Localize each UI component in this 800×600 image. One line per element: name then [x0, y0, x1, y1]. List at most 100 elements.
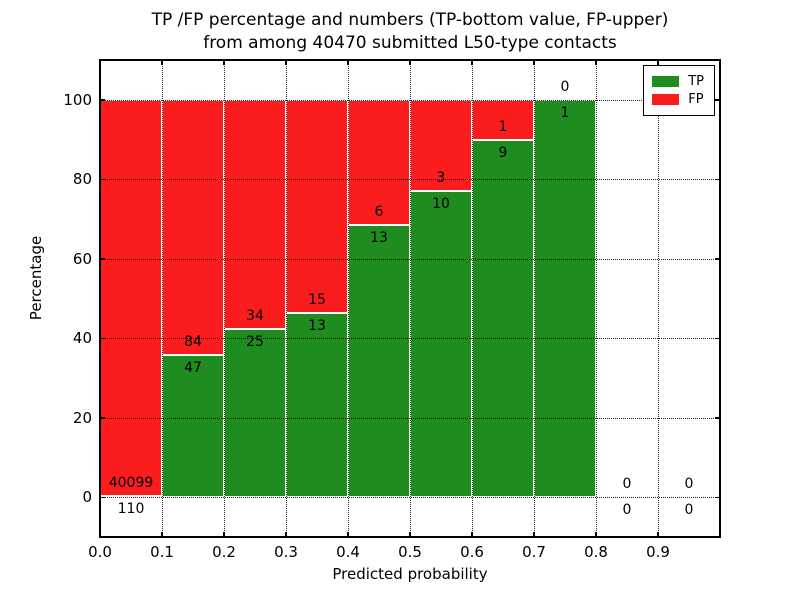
- x-tick-label: 0.3: [274, 543, 298, 561]
- y-tick-mark: [715, 258, 720, 260]
- x-tick-label: 0.4: [336, 543, 360, 561]
- y-tick-mark: [100, 417, 105, 419]
- x-tick-mark: [533, 60, 535, 65]
- tp-count-label: 10: [432, 196, 450, 213]
- y-tick-label: 40: [72, 329, 92, 348]
- fp-count-label: 1: [498, 118, 508, 135]
- tp-count-label: 110: [117, 501, 145, 518]
- spine-top: [99, 59, 721, 61]
- bar-segment-fp: [100, 99, 162, 497]
- y-tick-mark: [100, 496, 105, 498]
- chart-title-line2: from among 40470 submitted L50-type cont…: [203, 33, 617, 53]
- y-gridline: [100, 179, 720, 181]
- tp-count-label: 0: [684, 502, 694, 519]
- y-gridline: [100, 417, 720, 419]
- y-gridline: [100, 258, 720, 260]
- x-gridline: [410, 60, 411, 537]
- legend-entry-tp: TP: [652, 74, 704, 89]
- fp-count-label: 0: [560, 78, 570, 95]
- x-gridline: [658, 60, 659, 537]
- x-tick-label: 0.7: [522, 543, 546, 561]
- y-tick-mark: [100, 258, 105, 260]
- bar-segment-fp: [348, 99, 410, 226]
- fp-count-label: 6: [374, 204, 384, 221]
- x-gridline: [472, 60, 473, 537]
- x-tick-mark: [285, 532, 287, 537]
- plot-area: TP FP 40099 110 84 47 34 25 15 13 6 13 3 10 1 9 0 1 0 0 0 0: [99, 59, 721, 538]
- x-tick-mark: [347, 532, 349, 537]
- x-tick-mark: [533, 532, 535, 537]
- x-tick-mark: [223, 60, 225, 65]
- legend-label-fp: FP: [688, 92, 704, 107]
- x-gridline: [286, 60, 287, 537]
- y-gridline: [100, 99, 720, 101]
- bar-segment-fp: [472, 99, 534, 140]
- x-gridline: [596, 60, 597, 537]
- x-tick-label: 0.5: [398, 543, 422, 561]
- fp-count-label: 3: [436, 170, 446, 187]
- y-tick-label: 20: [72, 408, 92, 427]
- x-tick-mark: [223, 532, 225, 537]
- x-tick-mark: [657, 532, 659, 537]
- legend-swatch-fp: [652, 94, 680, 105]
- bar-segment-tp: [472, 139, 534, 498]
- y-tick-label: 80: [72, 170, 92, 189]
- y-tick-mark: [715, 99, 720, 101]
- y-tick-mark: [100, 99, 105, 101]
- x-tick-mark: [471, 60, 473, 65]
- x-gridline: [348, 60, 349, 537]
- y-tick-label: 60: [72, 249, 92, 268]
- x-tick-mark: [657, 60, 659, 65]
- tp-count-label: 47: [184, 359, 202, 376]
- x-tick-label: 0.2: [212, 543, 236, 561]
- y-gridline: [100, 338, 720, 340]
- bar-segment-tp: [410, 191, 472, 498]
- y-tick-mark: [715, 178, 720, 180]
- legend: TP FP: [643, 65, 715, 116]
- legend-swatch-tp: [652, 76, 680, 87]
- y-tick-mark: [715, 417, 720, 419]
- fp-count-label: 15: [308, 291, 326, 308]
- fp-count-label: 0: [684, 476, 694, 493]
- spine-bottom: [99, 536, 721, 538]
- x-tick-mark: [409, 532, 411, 537]
- x-axis-label: Predicted probability: [332, 565, 488, 583]
- x-gridline: [224, 60, 225, 537]
- spine-left: [99, 59, 101, 538]
- bar-segment-tp: [162, 354, 224, 498]
- tp-count-label: 25: [246, 333, 264, 350]
- bar-segment-tp: [534, 99, 596, 498]
- legend-label-tp: TP: [688, 74, 704, 89]
- y-gridline: [100, 497, 720, 499]
- y-tick-mark: [715, 496, 720, 498]
- x-tick-mark: [285, 60, 287, 65]
- y-tick-mark: [100, 178, 105, 180]
- x-tick-label: 0.0: [88, 543, 112, 561]
- tp-count-label: 13: [308, 317, 326, 334]
- x-tick-mark: [347, 60, 349, 65]
- x-gridline: [534, 60, 535, 537]
- x-tick-label: 0.1: [150, 543, 174, 561]
- fp-count-label: 40099: [108, 475, 154, 492]
- spine-right: [719, 59, 721, 538]
- x-tick-mark: [595, 532, 597, 537]
- x-tick-mark: [409, 60, 411, 65]
- x-tick-label: 0.9: [646, 543, 670, 561]
- x-tick-mark: [161, 532, 163, 537]
- chart-title: TP /FP percentage and numbers (TP-bottom…: [100, 9, 720, 55]
- x-tick-mark: [161, 60, 163, 65]
- y-tick-label: 100: [63, 90, 92, 109]
- fp-count-label: 0: [622, 476, 632, 493]
- y-tick-label: 0: [82, 488, 92, 507]
- chart-title-line1: TP /FP percentage and numbers (TP-bottom…: [151, 10, 669, 30]
- bar-segment-fp: [410, 99, 472, 192]
- fp-count-label: 84: [184, 333, 202, 350]
- bar-segment-tp: [286, 312, 348, 498]
- x-tick-label: 0.8: [584, 543, 608, 561]
- tp-count-label: 1: [560, 104, 570, 121]
- bar-segment-tp: [224, 328, 286, 498]
- legend-entry-fp: FP: [652, 92, 704, 107]
- y-tick-mark: [715, 337, 720, 339]
- x-tick-mark: [471, 532, 473, 537]
